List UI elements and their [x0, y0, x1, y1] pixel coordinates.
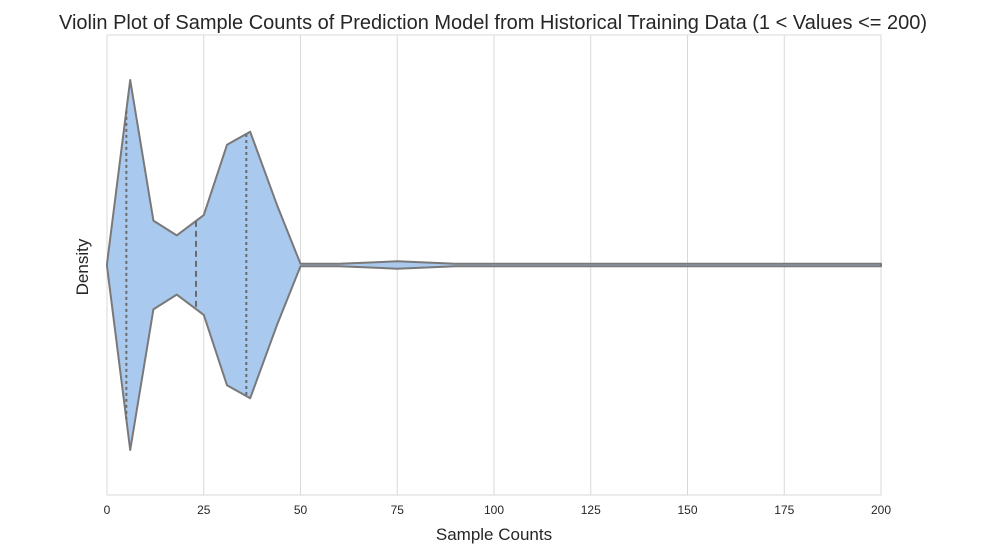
chart-title: Violin Plot of Sample Counts of Predicti… [59, 12, 927, 34]
x-tick-label-100: 100 [484, 503, 504, 517]
x-axis-label: Sample Counts [436, 525, 552, 544]
y-axis-label: Density [73, 238, 92, 295]
x-tick-label-150: 150 [677, 503, 697, 517]
x-tick-label-50: 50 [294, 503, 308, 517]
violin-layer [106, 79, 882, 451]
x-tick-label-175: 175 [774, 503, 794, 517]
x-tick-label-25: 25 [197, 503, 211, 517]
violin-body [106, 79, 882, 451]
x-tick-label-125: 125 [581, 503, 601, 517]
x-tick-label-75: 75 [391, 503, 405, 517]
x-tick-label-0: 0 [104, 503, 111, 517]
x-tick-label-200: 200 [871, 503, 891, 517]
x-tick-labels: 0 25 50 75 100 125 150 175 200 [104, 503, 892, 517]
quartile-lines [125, 110, 248, 420]
